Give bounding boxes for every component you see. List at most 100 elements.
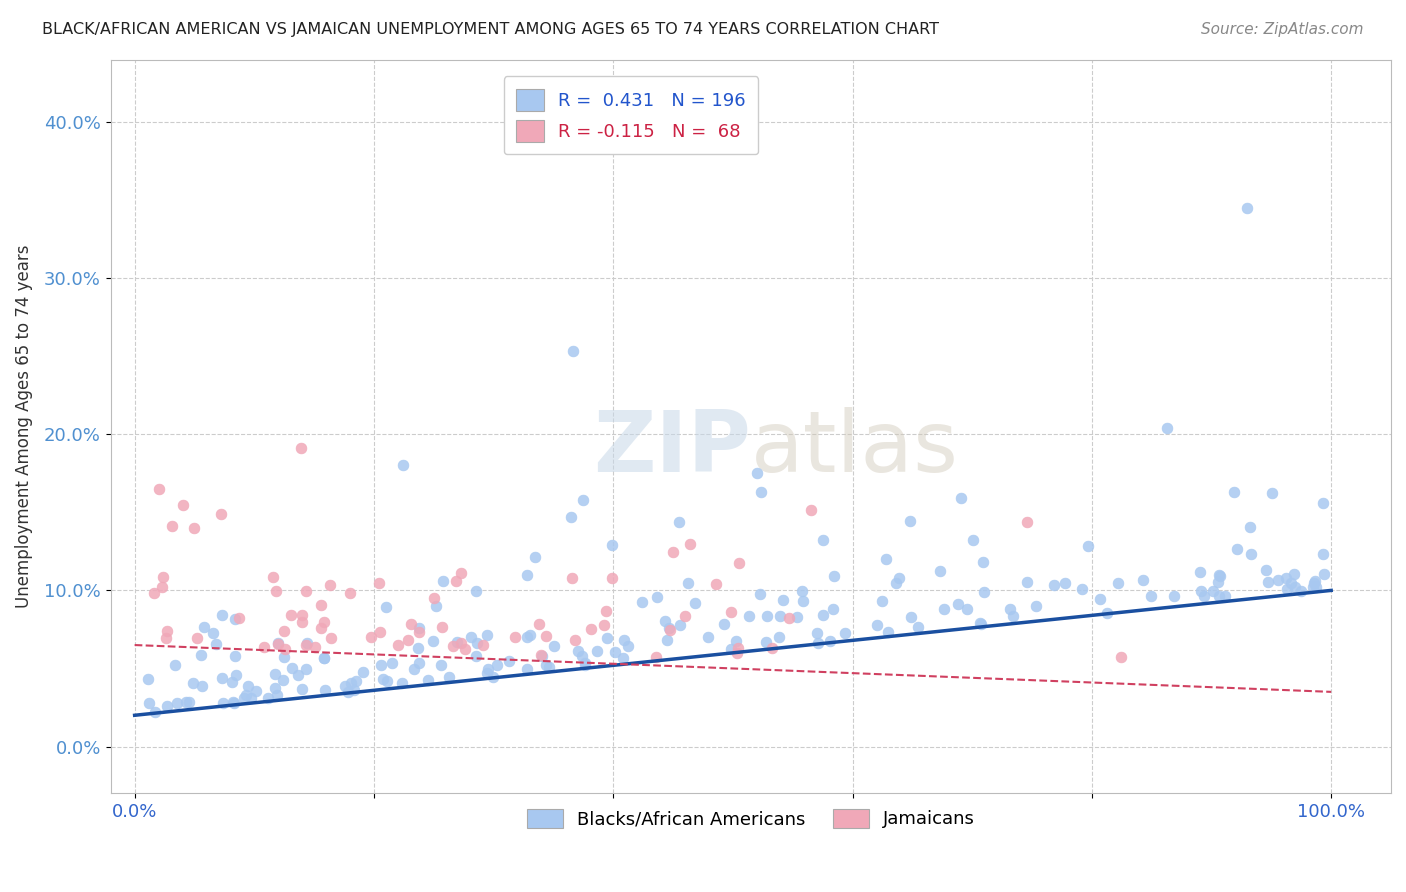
Point [1303,575,1326,590]
Point [1256,563,1278,577]
Point [280,660,302,674]
Point [704,576,727,591]
Point [516,662,538,676]
Point [1208,568,1230,582]
Point [221,675,243,690]
Point [430,658,453,673]
Point [498,654,520,668]
Point [406,641,429,656]
Point [1312,548,1334,562]
Point [224,611,246,625]
Point [720,605,742,619]
Point [1208,589,1230,603]
Point [446,634,468,648]
Point [1053,576,1076,591]
Point [143,705,166,719]
Point [225,668,247,682]
Point [811,607,834,622]
Point [631,594,654,608]
Point [527,617,550,632]
Point [368,624,391,639]
Point [962,533,984,547]
Point [571,649,593,664]
Point [595,603,617,617]
Point [423,591,446,606]
Point [454,641,477,656]
Point [946,598,969,612]
Point [273,624,295,638]
Point [392,458,415,472]
Point [209,507,232,521]
Point [1189,583,1212,598]
Point [668,516,690,530]
Point [266,688,288,702]
Point [772,593,794,607]
Point [1017,515,1039,529]
Point [319,578,342,592]
Point [1202,584,1225,599]
Point [201,626,224,640]
Point [422,633,444,648]
Point [613,632,636,647]
Point [562,343,585,358]
Point [309,621,332,635]
Point [352,665,374,679]
Point [336,684,359,698]
Point [900,609,922,624]
Point [593,617,616,632]
Point [823,569,845,583]
Point [1275,582,1298,596]
Point [1275,571,1298,585]
Point [295,583,318,598]
Point [655,632,678,647]
Point [387,638,409,652]
Point [1303,574,1326,589]
Legend: Blacks/African Americans, Jamaicans: Blacks/African Americans, Jamaicans [519,802,983,836]
Point [163,658,186,673]
Point [1132,574,1154,588]
Point [678,537,700,551]
Point [970,617,993,632]
Point [465,636,488,650]
Point [224,648,246,663]
Point [1017,574,1039,589]
Point [319,632,342,646]
Point [1226,542,1249,557]
Point [811,533,834,547]
Point [603,645,626,659]
Point [1088,592,1111,607]
Point [534,658,557,673]
Point [381,656,404,670]
Point [720,642,742,657]
Point [181,675,204,690]
Point [519,628,541,642]
Point [156,624,179,639]
Point [312,650,335,665]
Point [408,656,430,670]
Point [391,676,413,690]
Point [222,696,245,710]
Point [294,638,316,652]
Point [477,662,499,676]
Text: atlas: atlas [751,407,959,490]
Point [267,636,290,650]
Point [1192,590,1215,604]
Point [657,621,679,635]
Point [439,670,461,684]
Point [475,628,498,642]
Point [312,650,335,665]
Point [673,609,696,624]
Point [245,684,267,698]
Point [482,670,505,684]
Point [755,635,778,649]
Point [264,681,287,695]
Text: ZIP: ZIP [593,407,751,490]
Point [273,673,295,687]
Point [574,658,596,673]
Point [291,607,314,622]
Point [262,569,284,583]
Point [174,695,197,709]
Point [1025,599,1047,613]
Point [280,608,302,623]
Point [371,673,394,687]
